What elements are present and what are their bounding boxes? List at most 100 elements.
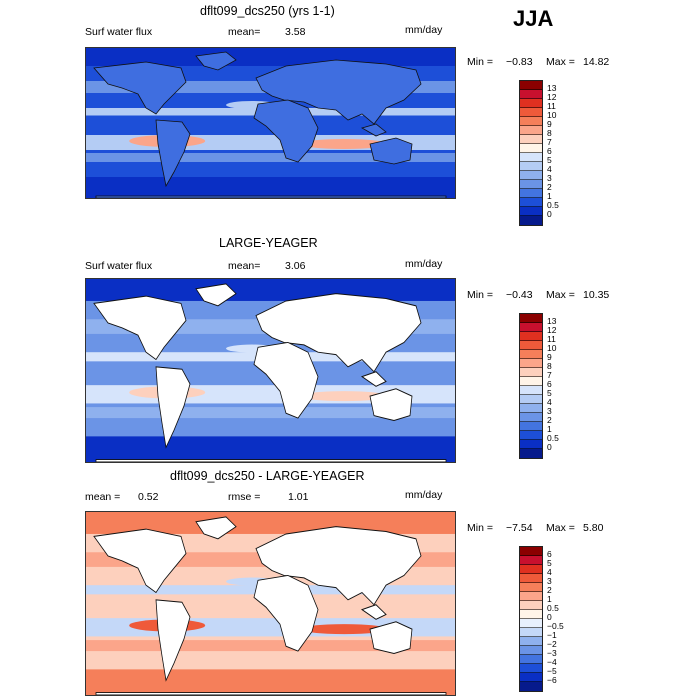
colorbar-label: 4: [547, 567, 552, 577]
colorbar-label: 6: [547, 146, 552, 156]
colorbar-swatch: [520, 646, 542, 655]
panel-2-min-label: Min =: [467, 289, 493, 301]
colorbar-swatch: [520, 610, 542, 619]
panel-1-units: mm/day: [405, 24, 443, 36]
colorbar-swatch: [520, 207, 542, 216]
colorbar-label: −2: [547, 639, 557, 649]
panel-2-field-label: Surf water flux: [85, 260, 153, 272]
colorbar-label: 7: [547, 137, 552, 147]
colorbar-label: 5: [547, 558, 552, 568]
colorbar-label: 0.5: [547, 433, 559, 443]
colorbar-label: 13: [547, 83, 557, 93]
colorbar-swatch: [520, 198, 542, 207]
panel-3-colorbar: [519, 546, 543, 692]
colorbar-swatch: [520, 144, 542, 153]
panel-3-max-label: Max =: [546, 522, 575, 534]
panel-1-title: dflt099_dcs250 (yrs 1-1): [200, 4, 335, 18]
colorbar-swatch: [520, 350, 542, 359]
panel-1-max-label: Max =: [546, 56, 575, 68]
colorbar-label: −1: [547, 630, 557, 640]
colorbar-label: 11: [547, 101, 556, 111]
colorbar-swatch: [520, 314, 542, 323]
colorbar-label: 0: [547, 612, 552, 622]
panel-2-units: mm/day: [405, 258, 443, 270]
colorbar-label: 2: [547, 585, 552, 595]
panel-2-title: LARGE-YEAGER: [219, 236, 318, 250]
colorbar-label: 4: [547, 164, 552, 174]
colorbar-swatch: [520, 413, 542, 422]
colorbar-swatch: [520, 565, 542, 574]
panel-3-stat2-value: 1.01: [288, 491, 309, 503]
colorbar-swatch: [520, 628, 542, 637]
map-field: [86, 48, 455, 198]
colorbar-label: 12: [547, 92, 557, 102]
colorbar-swatch: [520, 583, 542, 592]
colorbar-swatch: [520, 323, 542, 332]
colorbar-swatch: [520, 359, 542, 368]
panel-2-map: [85, 278, 456, 463]
colorbar-swatch: [520, 637, 542, 646]
colorbar-label: 4: [547, 397, 552, 407]
colorbar-swatch: [520, 332, 542, 341]
colorbar-swatch: [520, 180, 542, 189]
colorbar-label: 2: [547, 415, 552, 425]
colorbar-label: 7: [547, 370, 552, 380]
colorbar-label: −5: [547, 666, 557, 676]
panel-3-title: dflt099_dcs250 - LARGE-YEAGER: [170, 469, 365, 483]
panel-2-stat1-value: 3.06: [285, 260, 306, 272]
colorbar-swatch: [520, 395, 542, 404]
colorbar-swatch: [520, 81, 542, 90]
panel-2-stat1-label: mean=: [228, 260, 261, 272]
map-field: [86, 279, 455, 462]
colorbar-swatch: [520, 126, 542, 135]
colorbar-label: −4: [547, 657, 557, 667]
colorbar-label: 0: [547, 442, 552, 452]
panel-2-max-value: 10.35: [583, 289, 610, 301]
panel-2-colorbar: [519, 313, 543, 459]
season-label: JJA: [513, 6, 554, 31]
colorbar-label: 13: [547, 316, 557, 326]
colorbar-label: 8: [547, 128, 552, 138]
colorbar-label: 6: [547, 549, 552, 559]
colorbar-label: 0.5: [547, 603, 559, 613]
colorbar-label: 0.5: [547, 200, 559, 210]
colorbar-swatch: [520, 547, 542, 556]
colorbar-swatch: [520, 422, 542, 431]
colorbar-label: 6: [547, 379, 552, 389]
panel-3-map: [85, 511, 456, 696]
panel-3-stat2-label: rmse =: [228, 491, 261, 503]
colorbar-label: −0.5: [547, 621, 564, 631]
colorbar-swatch: [520, 99, 542, 108]
colorbar-swatch: [520, 404, 542, 413]
colorbar-label: 3: [547, 173, 552, 183]
colorbar-swatch: [520, 449, 542, 458]
colorbar-swatch: [520, 189, 542, 198]
colorbar-label: −6: [547, 675, 557, 685]
colorbar-swatch: [520, 90, 542, 99]
colorbar-swatch: [520, 216, 542, 225]
colorbar-label: 11: [547, 334, 556, 344]
colorbar-swatch: [520, 673, 542, 682]
panel-1-min-label: Min =: [467, 56, 493, 68]
colorbar-swatch: [520, 377, 542, 386]
panel-3-stat1-label: mean =: [85, 491, 121, 503]
colorbar-label: 1: [547, 424, 552, 434]
panel-2-min-value: −0.43: [506, 289, 533, 301]
colorbar-swatch: [520, 117, 542, 126]
colorbar-label: 0: [547, 209, 552, 219]
colorbar-label: 8: [547, 361, 552, 371]
colorbar-swatch: [520, 682, 542, 691]
colorbar-label: 1: [547, 191, 552, 201]
colorbar-swatch: [520, 368, 542, 377]
colorbar-label: 3: [547, 576, 552, 586]
colorbar-swatch: [520, 135, 542, 144]
colorbar-label: 5: [547, 155, 552, 165]
colorbar-swatch: [520, 574, 542, 583]
colorbar-label: 1: [547, 594, 552, 604]
colorbar-swatch: [520, 619, 542, 628]
panel-3-max-value: 5.80: [583, 522, 604, 534]
colorbar-swatch: [520, 153, 542, 162]
panel-1-map: [85, 47, 456, 199]
map-field: [86, 512, 455, 695]
colorbar-label: 5: [547, 388, 552, 398]
